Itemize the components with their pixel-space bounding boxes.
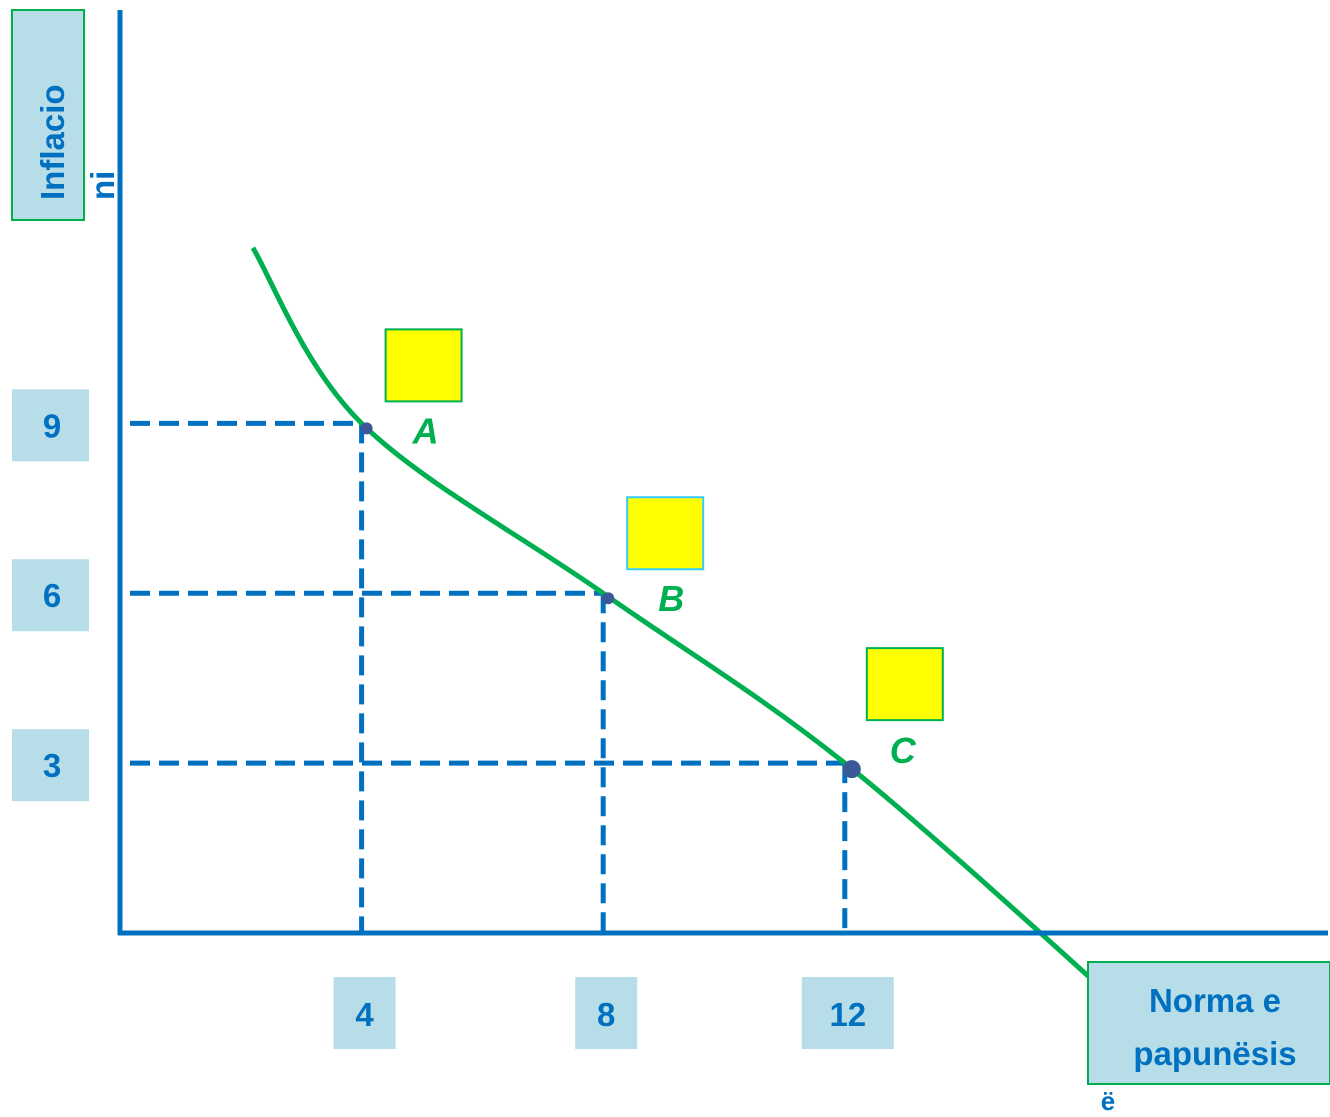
y-tick-box-3 <box>12 729 89 802</box>
marker-box-b <box>626 496 705 571</box>
phillips-curve <box>250 246 1131 1015</box>
y-tick-label-9: 9 <box>43 407 61 444</box>
y-tick-label-6: 6 <box>43 577 61 614</box>
point-label-a: A <box>412 410 439 451</box>
y-axis-title-line1: Inflacio <box>34 84 71 200</box>
tick-labels: 9 6 3 4 8 12 <box>12 389 894 1049</box>
point-label-c: C <box>890 730 917 771</box>
x-tick-box-12 <box>801 977 894 1049</box>
x-axis-title-line1: Norma e <box>1149 982 1281 1019</box>
x-tick-box-8 <box>575 977 638 1049</box>
y-tick-box-9 <box>12 389 89 462</box>
y-tick-label-3: 3 <box>43 747 61 784</box>
x-axis-title-line3: ë <box>1101 1086 1115 1116</box>
x-axis-title-box <box>1087 961 1330 1085</box>
marker-box-c <box>865 647 944 722</box>
point-markers: A B C <box>360 328 944 779</box>
y-axis-title-line2: ni <box>84 171 121 200</box>
point-label-b: B <box>658 578 684 619</box>
y-axis-title: Inflacio ni <box>11 9 121 221</box>
x-axis-title: Norma e papunësis ë <box>1087 961 1330 1116</box>
point-b <box>602 592 615 605</box>
dashed-guides <box>130 420 848 933</box>
x-tick-label-8: 8 <box>597 996 615 1033</box>
y-tick-box-6 <box>12 559 89 632</box>
x-tick-label-4: 4 <box>355 996 374 1033</box>
point-a <box>360 422 373 435</box>
marker-box-a <box>384 328 463 403</box>
x-axis-title-line2: papunësis <box>1133 1035 1296 1072</box>
x-tick-label-12: 12 <box>829 996 866 1033</box>
y-axis-title-box <box>11 9 85 221</box>
curve-group <box>250 246 1131 1015</box>
x-tick-box-4 <box>333 977 396 1049</box>
point-c <box>842 760 861 779</box>
axes <box>117 10 1328 936</box>
